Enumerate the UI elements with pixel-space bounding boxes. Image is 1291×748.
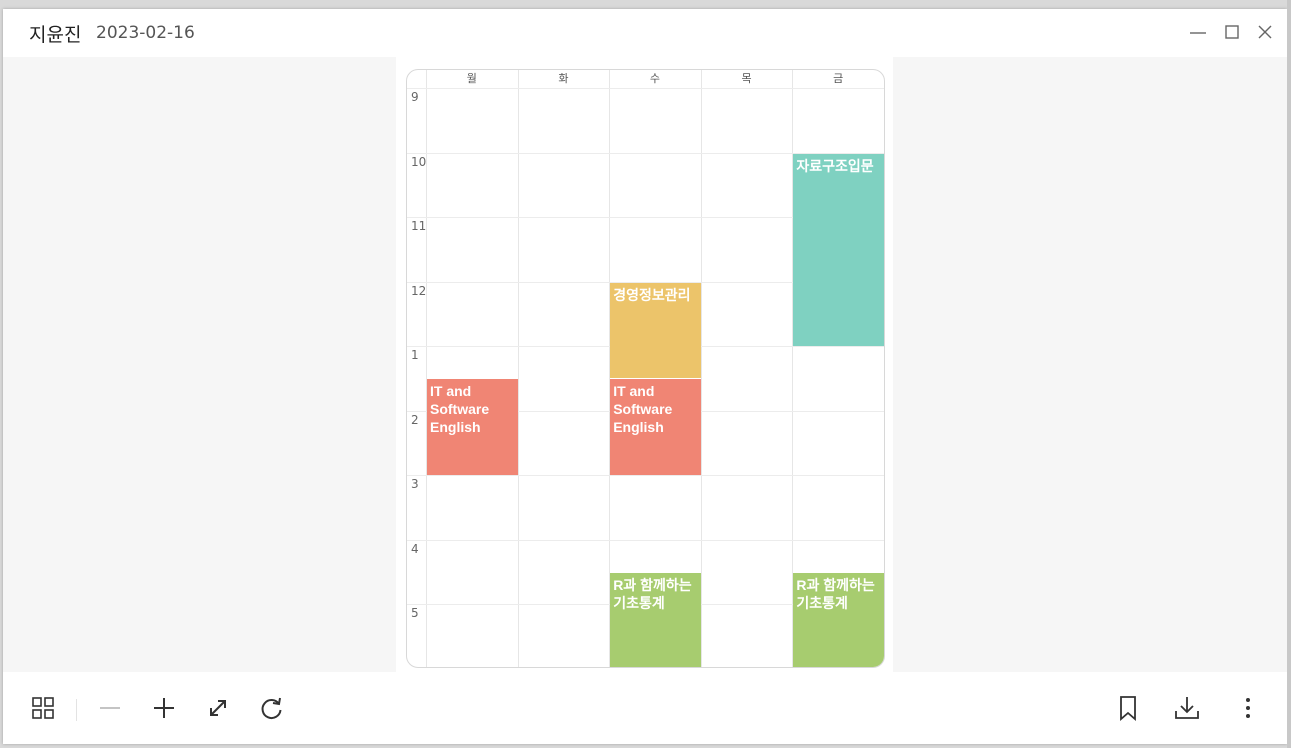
day-header: 화 [558, 72, 569, 85]
title-bar: 지윤진 2023-02-16 [3, 9, 1287, 57]
grid-row-line [407, 281, 884, 283]
hour-label: 11 [411, 219, 427, 233]
timetable-image: 월 화 수 목 금 9 10 11 12 1 2 3 4 5 자료구조입문 경영정보관리 IT and Soft… [396, 57, 893, 672]
minimize-icon [1190, 32, 1206, 34]
day-header: 목 [741, 72, 752, 85]
course-block: R과 함께하는 기초통계 [793, 572, 884, 667]
bookmark-icon [1120, 696, 1136, 721]
zoom-in-button[interactable] [149, 693, 179, 723]
hour-label: 12 [411, 283, 427, 298]
hour-label: 5 [411, 606, 419, 620]
zoom-in-icon [154, 698, 174, 718]
zoom-out-button[interactable] [95, 693, 125, 723]
hour-label: 9 [411, 90, 419, 104]
course-block: IT and Software English [427, 379, 518, 475]
grid-column-line [609, 70, 611, 667]
download-button[interactable] [1172, 693, 1202, 723]
day-header: 월 [466, 72, 477, 85]
image-viewport: 월 화 수 목 금 9 10 11 12 1 2 3 4 5 자료구조입문 경영정보관리 IT and Soft… [3, 57, 1287, 672]
rotate-button[interactable] [257, 693, 287, 723]
hour-label: 4 [411, 541, 419, 556]
hour-label: 1 [411, 348, 419, 362]
close-button[interactable] [1254, 21, 1276, 43]
close-icon [1258, 25, 1272, 39]
grid-column-line [517, 70, 519, 667]
more-options-button[interactable] [1233, 693, 1263, 723]
course-block: 경영정보관리 [610, 282, 701, 379]
bottom-toolbar [3, 672, 1287, 744]
maximize-button[interactable] [1221, 21, 1243, 43]
bookmark-button[interactable] [1113, 693, 1143, 723]
timetable: 월 화 수 목 금 9 10 11 12 1 2 3 4 5 자료구조입문 경영정보관리 IT and Soft… [406, 69, 885, 668]
grid-column-line [426, 70, 427, 667]
grid-column-line [792, 70, 794, 667]
hour-label: 3 [411, 477, 419, 491]
grid-row-line [407, 217, 884, 218]
day-header: 수 [649, 72, 661, 85]
hour-label: 10 [411, 154, 427, 169]
toolbar-divider [76, 699, 77, 721]
grid-icon [32, 697, 54, 719]
image-viewer-window: 지윤진 2023-02-16 월 화 수 목 금 9 10 11 12 1 2 3 4 5 자료구조입문 경영… [3, 9, 1287, 744]
fit-screen-button[interactable] [203, 693, 233, 723]
day-header: 금 [833, 72, 844, 85]
minimize-button[interactable] [1187, 21, 1209, 43]
more-icon [1246, 698, 1250, 718]
fit-screen-icon [210, 700, 226, 716]
zoom-out-icon [100, 707, 120, 709]
grid-view-button[interactable] [28, 693, 58, 723]
course-block: 자료구조입문 [793, 153, 884, 346]
download-icon [1175, 697, 1199, 719]
hour-label: 2 [411, 412, 419, 427]
grid-column-line [700, 70, 702, 667]
maximize-icon [1225, 25, 1239, 39]
window-title: 지윤진 [29, 24, 82, 46]
grid-row-line [407, 539, 884, 541]
window-date: 2023-02-16 [96, 23, 195, 43]
grid-row-line [407, 88, 884, 89]
screen-edge [1287, 0, 1291, 748]
grid-row-line [407, 475, 884, 476]
grid-column-line [884, 70, 885, 667]
rotate-icon [261, 697, 282, 719]
course-block: IT and Software English [610, 379, 701, 475]
grid-row-line [407, 152, 884, 154]
course-block: R과 함께하는 기초통계 [610, 572, 701, 667]
